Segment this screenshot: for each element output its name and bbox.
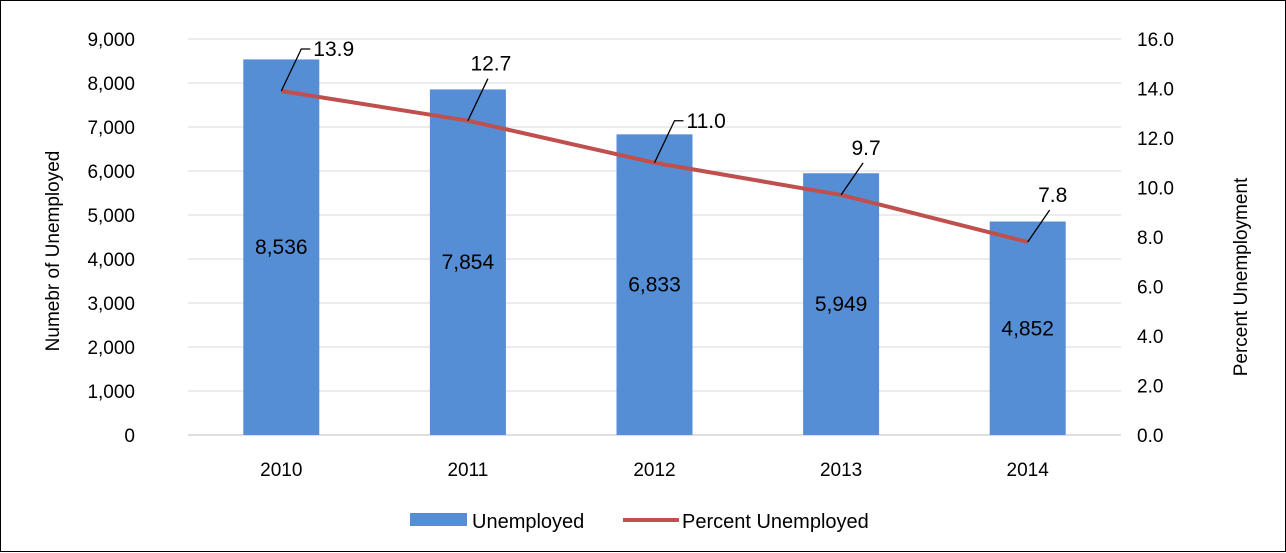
bar-series [243, 59, 1066, 435]
legend: Unemployed Percent Unemployed [410, 511, 869, 533]
line-value-label: 7.8 [1038, 184, 1067, 207]
legend-label-unemployed: Unemployed [472, 511, 584, 533]
x-tick-label: 2011 [447, 460, 488, 481]
x-tick-label: 2013 [820, 460, 862, 481]
left-tick-label: 8,000 [87, 74, 135, 95]
bar [429, 89, 506, 435]
bar-value-label: 4,852 [1001, 317, 1054, 340]
line-value-label: 12.7 [470, 53, 511, 76]
left-tick-label: 9,000 [87, 30, 135, 51]
x-tick-label: 2012 [633, 460, 675, 481]
bar-value-label: 6,833 [628, 274, 681, 297]
right-tick-label: 6.0 [1137, 278, 1163, 299]
bar [989, 221, 1066, 435]
left-tick-label: 3,000 [87, 294, 135, 315]
label-leader-lines [280, 48, 1051, 243]
line-value-label: 13.9 [313, 38, 354, 61]
line-value-label: 9.7 [851, 137, 880, 160]
right-tick-label: 16.0 [1137, 30, 1174, 51]
left-tick-label: 5,000 [87, 206, 135, 227]
right-tick-label: 12.0 [1137, 129, 1174, 150]
left-tick-label: 2,000 [87, 338, 135, 359]
legend-label-percent-unemployed: Percent Unemployed [682, 511, 869, 533]
left-tick-label: 0 [124, 426, 135, 447]
bar-value-label: 8,536 [255, 236, 308, 259]
right-tick-label: 8.0 [1137, 228, 1163, 249]
leader-line [467, 78, 489, 121]
data-labels: 8,536 7,854 6,833 5,949 4,852 13.9 12.7 11.0 9.7… [255, 38, 1067, 340]
line-value-label: 11.0 [687, 110, 726, 133]
bar-value-label: 7,854 [442, 251, 495, 274]
bar [616, 134, 693, 435]
right-tick-label: 2.0 [1137, 377, 1163, 398]
left-tick-label: 7,000 [87, 118, 135, 139]
bar [803, 173, 880, 435]
bar [243, 59, 320, 435]
right-tick-label: 0.0 [1137, 426, 1163, 447]
right-tick-label: 10.0 [1137, 179, 1174, 200]
left-tick-label: 4,000 [87, 250, 135, 271]
right-tick-label: 14.0 [1137, 80, 1174, 101]
x-axis-ticks: 2010 2011 2012 2013 2014 [260, 460, 1049, 481]
right-axis-ticks: 0.0 2.0 4.0 6.0 8.0 10.0 12.0 14.0 16.0 [1137, 30, 1174, 447]
left-axis-title: Numebr of Unemployed [43, 151, 64, 352]
right-axis-title: Percent Unemployment [1231, 177, 1252, 376]
leader-line [1027, 209, 1051, 243]
x-tick-label: 2010 [260, 460, 302, 481]
leader-line [840, 162, 864, 196]
left-axis-ticks: 0 1,000 2,000 3,000 4,000 5,000 6,000 7,000 8,00… [87, 30, 135, 447]
right-tick-label: 4.0 [1137, 327, 1163, 348]
left-tick-label: 6,000 [87, 162, 135, 183]
x-tick-label: 2014 [1007, 460, 1050, 481]
legend-swatch-unemployed [410, 513, 467, 526]
bar-value-label: 5,949 [815, 293, 868, 316]
leader-line [653, 120, 684, 164]
leader-line [280, 48, 311, 92]
left-tick-label: 1,000 [87, 382, 135, 403]
